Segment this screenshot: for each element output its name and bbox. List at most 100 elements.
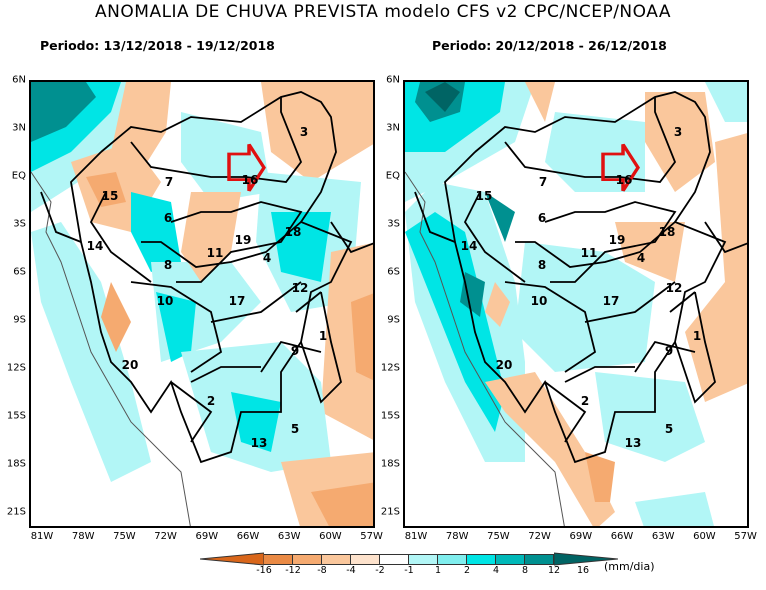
region-label: 8: [537, 258, 547, 272]
lat-tick-label: 9S: [13, 314, 26, 326]
highlight-arrow-icon: [601, 143, 640, 192]
region-label: 10: [530, 294, 548, 308]
lat-tick-label: 15S: [380, 410, 400, 422]
color-legend: [200, 552, 618, 566]
region-label: 7: [164, 175, 174, 189]
region-label: 19: [234, 233, 252, 247]
legend-tick-label: 16: [576, 565, 590, 576]
period-left: Periodo: 13/12/2018 - 19/12/2018: [40, 38, 275, 53]
region-label: 13: [624, 436, 642, 450]
region-label: 2: [206, 394, 216, 408]
lat-tick-label: 6N: [386, 74, 400, 86]
basin-outline: [130, 281, 223, 373]
region-label: 15: [475, 189, 493, 203]
lon-tick-label: 63W: [651, 531, 675, 542]
basin-outline: [544, 201, 677, 283]
lat-tick-label: EQ: [11, 170, 26, 182]
anomaly-field-week2: [405, 82, 747, 526]
legend-swatch: [409, 553, 438, 565]
legend-swatch: [322, 553, 351, 565]
lat-tick-label: 9S: [387, 314, 400, 326]
region-label: 4: [636, 251, 646, 265]
region-label: 1: [318, 329, 328, 343]
lon-tick-label: 78W: [445, 531, 469, 542]
lat-tick-label: 6N: [12, 74, 26, 86]
lon-tick-label: 81W: [30, 531, 54, 542]
lat-tick-label: 3S: [387, 218, 400, 230]
lon-tick-label: 57W: [360, 531, 383, 542]
legend-min-arrow: [200, 552, 264, 566]
basin-outline: [141, 221, 302, 268]
lat-tick-label: 18S: [380, 458, 400, 470]
basin-outline: [515, 221, 676, 268]
legend-tick-label: 12: [547, 565, 561, 576]
lon-tick-label: 60W: [319, 531, 342, 542]
region-label: 19: [608, 233, 626, 247]
legend-tick-label: 2: [463, 565, 471, 576]
basin-outline: [634, 340, 696, 373]
region-label: 11: [580, 246, 598, 260]
basin-outline: [564, 366, 635, 383]
legend-swatch: [351, 553, 380, 565]
basin-outline: [300, 291, 342, 404]
lat-tick-label: 21S: [380, 506, 400, 518]
map-panel-week1: 7 16 3 15 6 14 18 11 19 4 8 12 10 17 1 9 20 2 5 13: [29, 80, 375, 528]
region-label: 20: [495, 358, 513, 372]
basin-outline: [295, 291, 322, 313]
lon-tick-label: 81W: [404, 531, 428, 542]
legend-tick-label: -2: [375, 565, 385, 576]
basin-outline: [504, 281, 597, 373]
region-label: 6: [163, 211, 173, 225]
lat-tick-label: 12S: [6, 362, 26, 374]
legend-tick-label: -16: [256, 565, 272, 576]
lon-tick-label: 75W: [113, 531, 136, 542]
figure-title: ANOMALIA DE CHUVA PREVISTA modelo CFS v2…: [95, 2, 671, 22]
legend-swatch: [380, 553, 409, 565]
legend-swatch: [438, 553, 467, 565]
region-label: 17: [602, 294, 620, 308]
legend-max-arrow: [554, 552, 618, 566]
legend-swatch: [467, 553, 496, 565]
lat-tick-label: 18S: [6, 458, 26, 470]
basin-outline: [704, 221, 747, 254]
lon-tick-label: 69W: [569, 531, 593, 542]
region-label: 18: [658, 225, 676, 239]
lat-tick-label: 3N: [12, 122, 26, 134]
map-panel-week2: 7 16 3 15 6 14 18 11 19 4 8 12 10 17 1 9 20 2 5 13: [403, 80, 749, 528]
legend-tick-label: 4: [492, 565, 500, 576]
lat-tick-label: 3S: [13, 218, 26, 230]
region-label: 9: [290, 344, 300, 358]
region-label: 8: [163, 258, 173, 272]
legend-unit: (mm/dia): [604, 560, 655, 573]
region-label: 13: [250, 436, 268, 450]
region-label: 9: [664, 344, 674, 358]
lon-tick-label: 57W: [734, 531, 757, 542]
basin-outline: [330, 221, 373, 254]
basin-outline: [260, 340, 322, 373]
basin-outline: [674, 291, 716, 404]
legend-swatch: [525, 553, 554, 565]
period-right: Periodo: 20/12/2018 - 26/12/2018: [432, 38, 667, 53]
lat-tick-label: 21S: [6, 506, 26, 518]
lat-tick-label: 15S: [6, 410, 26, 422]
legend-tick-label: 1: [434, 565, 442, 576]
lon-tick-label: 63W: [277, 531, 301, 542]
region-label: 10: [156, 294, 174, 308]
lon-tick-label: 72W: [154, 531, 177, 542]
lon-tick-label: 72W: [528, 531, 551, 542]
lat-tick-label: 6S: [13, 266, 26, 278]
region-label: 5: [664, 422, 674, 436]
legend-swatch: [293, 553, 322, 565]
lon-tick-label: 75W: [487, 531, 510, 542]
region-label: 3: [673, 125, 683, 139]
lat-tick-label: 6S: [387, 266, 400, 278]
region-label: 14: [86, 239, 104, 253]
basin-outline: [669, 291, 696, 313]
region-label: 17: [228, 294, 246, 308]
region-label: 12: [665, 281, 683, 295]
basin-outline: [40, 191, 82, 243]
region-label: 3: [299, 125, 309, 139]
basin-outline: [89, 191, 152, 283]
coastline: [31, 171, 191, 526]
legend-tick-label: 8: [521, 565, 529, 576]
